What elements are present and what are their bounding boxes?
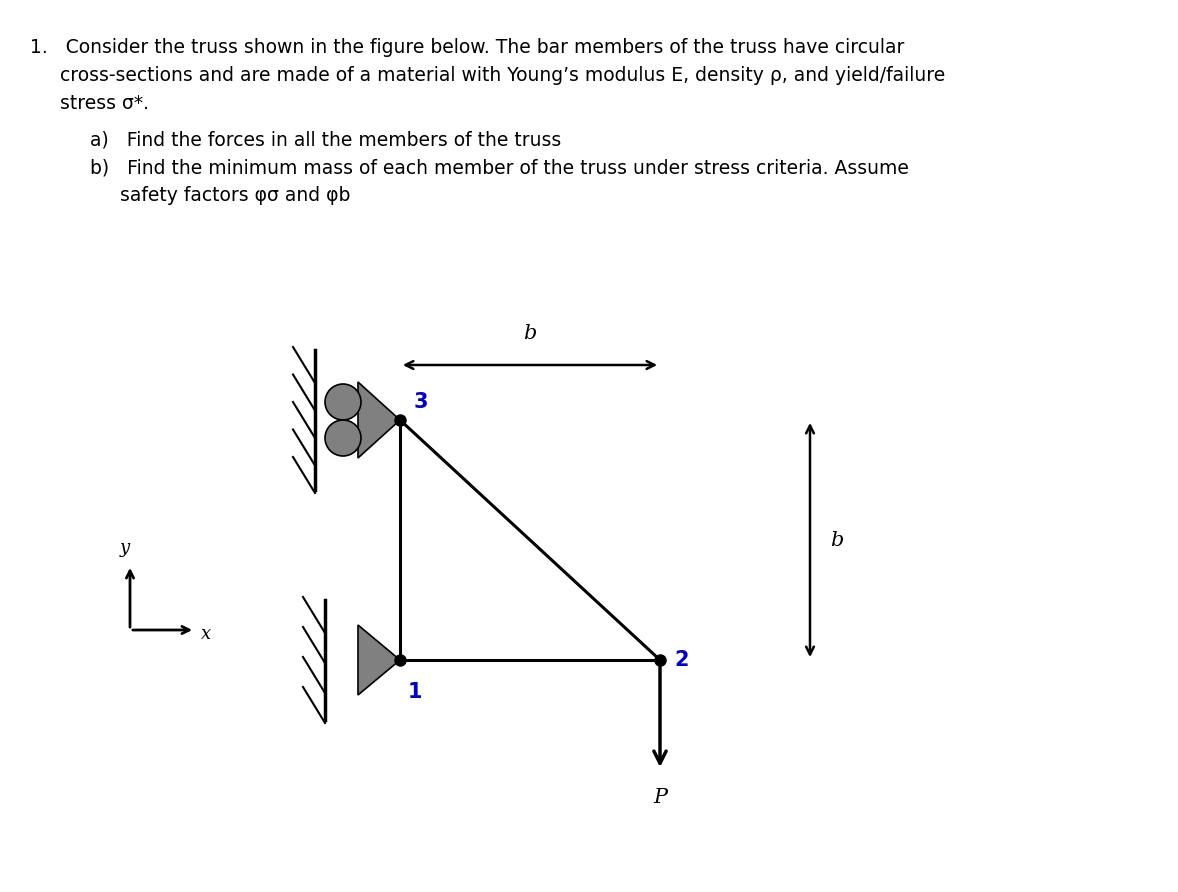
Text: stress σ*.: stress σ*. [29, 94, 148, 113]
Circle shape [325, 384, 360, 420]
Circle shape [325, 420, 360, 456]
Text: a)   Find the forces in all the members of the truss: a) Find the forces in all the members of… [29, 130, 561, 149]
Text: cross-sections and are made of a material with Young’s modulus E, density ρ, and: cross-sections and are made of a materia… [29, 66, 945, 85]
Text: 2: 2 [674, 650, 688, 670]
Text: b)   Find the minimum mass of each member of the truss under stress criteria. As: b) Find the minimum mass of each member … [29, 158, 909, 177]
Polygon shape [358, 382, 401, 458]
Polygon shape [358, 625, 401, 695]
Text: P: P [653, 788, 667, 807]
Text: x: x [201, 625, 211, 643]
Text: safety factors φσ and φb: safety factors φσ and φb [29, 186, 350, 205]
Text: 1: 1 [408, 682, 423, 702]
Text: y: y [120, 539, 130, 557]
Text: 3: 3 [413, 392, 429, 412]
Text: b: b [523, 324, 537, 343]
Text: b: b [830, 531, 843, 549]
Text: 1.   Consider the truss shown in the figure below. The bar members of the truss : 1. Consider the truss shown in the figur… [29, 38, 905, 57]
